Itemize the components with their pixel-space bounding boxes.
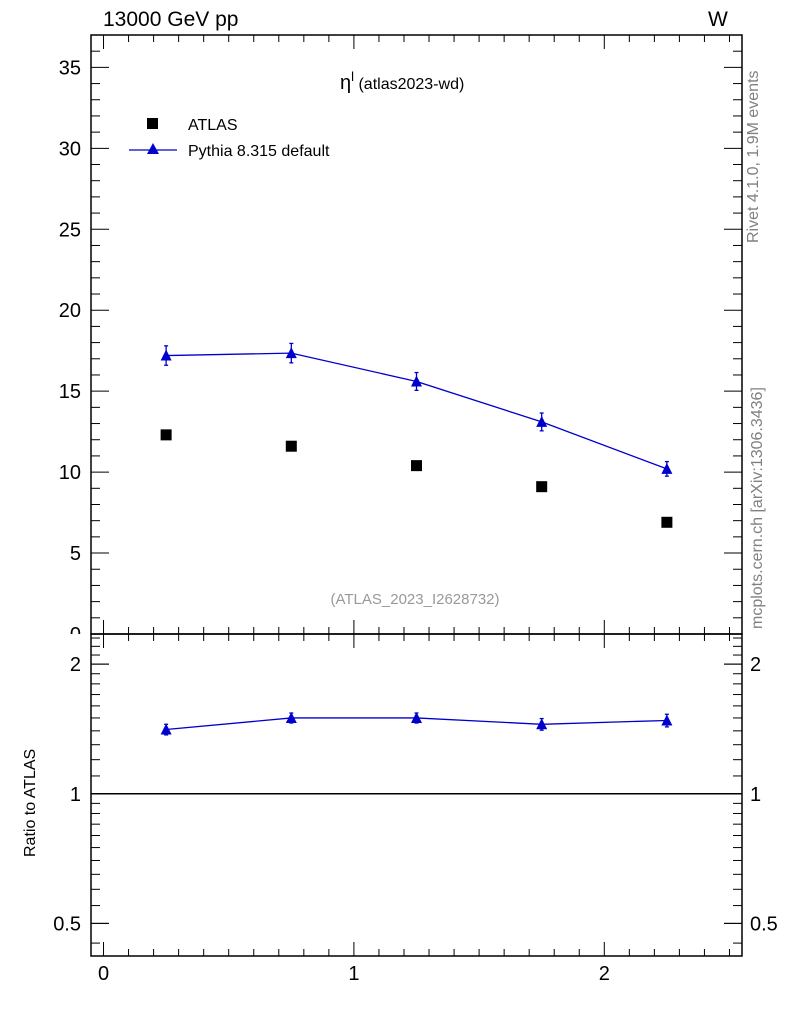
y-tick-label: 25 — [59, 219, 81, 241]
atlas-point — [160, 429, 172, 441]
atlas-point — [661, 516, 673, 528]
y-tick-label: 15 — [59, 381, 81, 403]
legend-label-atlas: ATLAS — [188, 117, 238, 134]
plot-title-symbol: η — [340, 72, 351, 94]
y-tick-label: 35 — [59, 57, 81, 79]
x-tick-label: 2 — [599, 963, 610, 985]
ratio-point — [285, 711, 297, 723]
pythia-series-line — [166, 352, 668, 470]
x-tick-label: 0 — [98, 963, 109, 985]
pythia-point — [411, 375, 422, 387]
ratio-point — [661, 714, 673, 726]
ratio-y-tick-label: 2 — [70, 654, 81, 676]
analysis-watermark: (ATLAS_2023_I2628732) — [330, 591, 499, 608]
pythia-point — [160, 349, 172, 361]
plot-title-suffix: (atlas2023-wd) — [354, 76, 464, 93]
ratio-plot-frame — [90, 633, 743, 957]
y-tick-label: 30 — [59, 138, 81, 160]
pythia-point — [285, 347, 297, 359]
plot-title-superscript: l — [351, 69, 354, 84]
pythia-point — [661, 462, 673, 474]
plot-title: ηl (atlas2023-wd) — [340, 69, 464, 94]
header-left: 13000 GeV pp — [103, 8, 239, 31]
ratio-y-tick-label-right: 1 — [750, 784, 761, 806]
ratio-y-tick-label-right: 2 — [750, 654, 761, 676]
y-tick-label: 0 — [70, 624, 81, 646]
y-tick-label: 5 — [70, 543, 81, 565]
ratio-point — [536, 718, 548, 730]
y-tick-label: 20 — [59, 300, 81, 322]
ratio-point — [411, 711, 422, 723]
ratio-point — [160, 723, 172, 735]
header-right: W — [708, 8, 728, 31]
atlas-point — [411, 460, 422, 472]
x-tick-label: 1 — [348, 963, 359, 985]
legend-marker-pythia — [147, 143, 159, 154]
y-tick-label: 10 — [59, 462, 81, 484]
atlas-point — [285, 440, 297, 452]
legend-marker-atlas — [147, 118, 158, 129]
ratio-y-tick-label: 1 — [70, 784, 81, 806]
ratio-y-tick-label-right: 0.5 — [750, 913, 778, 935]
ratio-y-tick-label: 0.5 — [53, 913, 81, 935]
legend-label-pythia: Pythia 8.315 default — [188, 143, 330, 160]
atlas-point — [536, 481, 548, 493]
pythia-point — [536, 415, 548, 427]
